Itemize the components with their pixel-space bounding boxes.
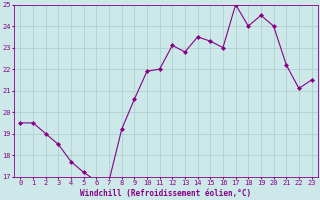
- X-axis label: Windchill (Refroidissement éolien,°C): Windchill (Refroidissement éolien,°C): [80, 189, 252, 198]
